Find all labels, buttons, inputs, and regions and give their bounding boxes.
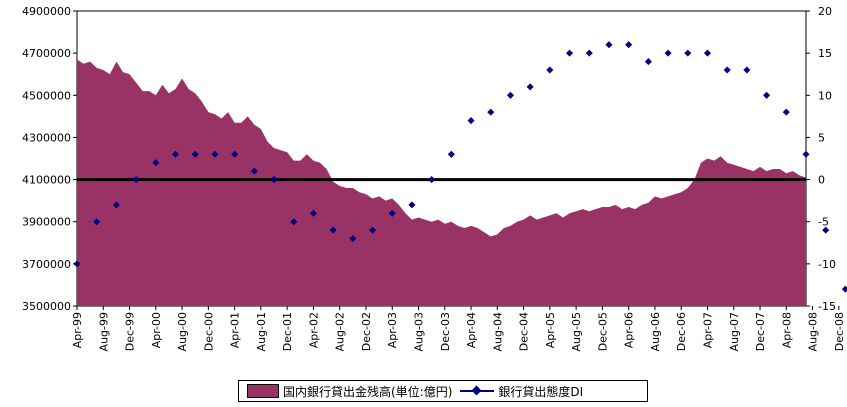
dot-point bbox=[703, 49, 712, 57]
area-series-fill bbox=[77, 59, 806, 306]
x-tick-label: Dec-07 bbox=[754, 312, 767, 351]
left-tick-label: 4900000 bbox=[22, 5, 71, 18]
x-tick-label: Aug-07 bbox=[728, 312, 741, 351]
x-tick-label: Apr-07 bbox=[701, 312, 714, 348]
dot-point bbox=[132, 176, 140, 184]
x-tick-label: Aug-06 bbox=[649, 312, 662, 351]
dot-point bbox=[93, 218, 101, 226]
x-tick-label: Dec-05 bbox=[596, 312, 609, 351]
x-axis: Apr-99 Aug-99 Dec-99 Apr-00 Aug-00 Dec-00 Apr-… bbox=[71, 306, 846, 351]
left-tick-label: 3700000 bbox=[22, 258, 71, 271]
dot-point bbox=[152, 159, 160, 167]
left-tick-label: 3900000 bbox=[22, 216, 71, 229]
dot-point bbox=[290, 218, 298, 226]
legend-label-area: 国内銀行貸出金残高(単位:億円) bbox=[283, 384, 453, 399]
x-tick-label: Aug-01 bbox=[255, 312, 268, 351]
dot-point bbox=[408, 201, 416, 209]
x-tick-label: Aug-05 bbox=[570, 312, 583, 351]
right-tick-label: 10 bbox=[818, 89, 832, 102]
x-tick-label: Dec-06 bbox=[675, 312, 688, 351]
left-tick-label: 4300000 bbox=[22, 131, 71, 144]
x-tick-label: Apr-05 bbox=[544, 312, 557, 348]
dot-point bbox=[664, 49, 672, 57]
dot-point bbox=[526, 83, 534, 91]
x-tick-label: Dec-03 bbox=[439, 312, 452, 351]
dot-point bbox=[605, 41, 613, 49]
dot-point bbox=[802, 150, 810, 158]
dot-point bbox=[329, 226, 337, 234]
legend-label-dots: 銀行貸出態度DI bbox=[498, 384, 584, 399]
dot-point bbox=[585, 49, 593, 57]
x-tick-label: Apr-08 bbox=[780, 312, 793, 348]
legend-item-dots: 銀行貸出態度DI bbox=[460, 383, 583, 400]
dot-series-layer bbox=[73, 41, 847, 293]
dot-point bbox=[625, 41, 633, 49]
legend: 国内銀行貸出金残高(単位:億円) 銀行貸出態度DI bbox=[238, 380, 648, 402]
dot-point bbox=[822, 226, 830, 234]
legend-marker-dots bbox=[460, 385, 495, 397]
dot-point bbox=[487, 108, 495, 116]
x-tick-label: Aug-02 bbox=[334, 312, 347, 351]
right-tick-label: 0 bbox=[818, 174, 825, 187]
dot-point bbox=[191, 150, 199, 158]
x-tick-label: Apr-01 bbox=[229, 312, 242, 348]
dot-point bbox=[270, 176, 278, 184]
x-tick-label: Aug-08 bbox=[807, 312, 820, 351]
dot-point bbox=[388, 209, 396, 217]
legend-item-area: 国内銀行貸出金残高(単位:億円) bbox=[247, 383, 452, 400]
right-tick-label: -15 bbox=[818, 300, 836, 313]
area-series-layer bbox=[77, 59, 806, 306]
dot-point bbox=[428, 176, 436, 184]
right-tick-label: -5 bbox=[818, 216, 829, 229]
dot-point bbox=[349, 235, 357, 243]
dot-point bbox=[250, 167, 258, 175]
right-tick-label: 20 bbox=[818, 5, 832, 18]
left-tick-label: 3500000 bbox=[22, 300, 71, 313]
dot-point bbox=[211, 150, 219, 158]
dot-point bbox=[566, 49, 574, 57]
dot-point bbox=[309, 209, 317, 217]
left-axis: 3500000 3700000 3900000 4100000 4300000 45000… bbox=[22, 5, 77, 313]
x-tick-label: Aug-00 bbox=[176, 312, 189, 351]
x-tick-label: Dec-08 bbox=[833, 312, 846, 351]
x-tick-label: Dec-00 bbox=[202, 312, 215, 351]
right-axis: -15 -10 -5 0 5 10 15 20 bbox=[806, 5, 836, 313]
x-tick-label: Aug-04 bbox=[491, 312, 504, 351]
dot-point bbox=[506, 91, 514, 99]
dot-point bbox=[546, 66, 554, 74]
x-tick-label: Apr-99 bbox=[71, 312, 84, 348]
left-tick-label: 4500000 bbox=[22, 89, 71, 102]
x-tick-label: Apr-06 bbox=[623, 312, 636, 348]
dot-point bbox=[112, 201, 120, 209]
right-tick-label: -10 bbox=[818, 258, 836, 271]
dot-point bbox=[723, 66, 731, 74]
dot-point bbox=[447, 150, 455, 158]
dot-point bbox=[841, 285, 847, 293]
left-tick-label: 4100000 bbox=[22, 174, 71, 187]
right-tick-label: 5 bbox=[818, 131, 825, 144]
x-tick-label: Dec-04 bbox=[518, 312, 531, 351]
x-tick-label: Apr-02 bbox=[307, 312, 320, 348]
dot-point bbox=[171, 150, 180, 158]
dot-point bbox=[684, 49, 692, 57]
left-tick-label: 4700000 bbox=[22, 47, 71, 60]
x-tick-label: Apr-00 bbox=[150, 312, 163, 348]
dot-point bbox=[369, 226, 377, 234]
dot-point bbox=[467, 117, 475, 125]
dot-point bbox=[763, 91, 771, 99]
legend-swatch-area bbox=[247, 384, 279, 398]
dot-point bbox=[231, 150, 239, 158]
x-tick-label: Apr-03 bbox=[386, 312, 399, 348]
dot-point bbox=[644, 58, 652, 66]
x-tick-label: Dec-99 bbox=[124, 312, 137, 351]
x-tick-label: Aug-03 bbox=[413, 312, 426, 351]
right-tick-label: 15 bbox=[818, 47, 832, 60]
x-tick-label: Aug-99 bbox=[97, 312, 110, 351]
x-tick-label: Dec-01 bbox=[281, 312, 294, 351]
dot-point bbox=[743, 66, 751, 74]
dot-point bbox=[782, 108, 790, 116]
x-tick-label: Apr-04 bbox=[465, 312, 478, 348]
x-tick-label: Dec-02 bbox=[360, 312, 373, 351]
